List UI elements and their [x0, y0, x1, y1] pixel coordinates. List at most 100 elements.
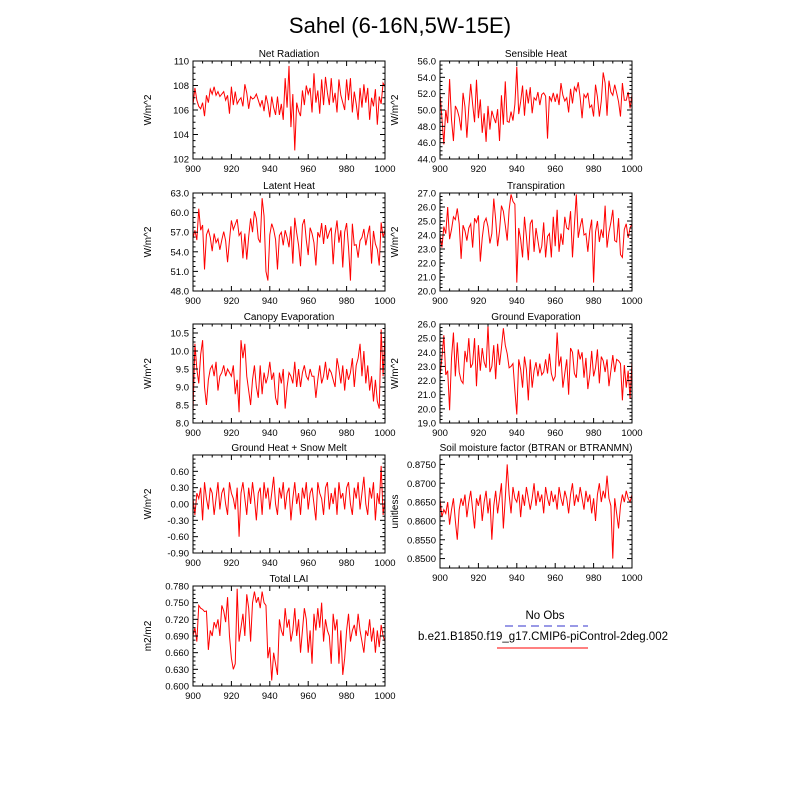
y-axis-label: W/m^2	[143, 226, 154, 257]
y-axis-label: W/m^2	[390, 358, 401, 389]
y-tick-label: 26.0	[418, 320, 437, 331]
x-tick-label: 1000	[374, 428, 395, 439]
y-tick-label: 54.0	[418, 73, 437, 84]
x-tick-label: 940	[509, 164, 525, 175]
plot-frame	[192, 454, 386, 554]
y-tick-label: 0.750	[165, 598, 189, 609]
panel-title: Transpiration	[507, 181, 565, 192]
x-tick-label: 900	[185, 691, 201, 702]
y-tick-label: 46.0	[418, 138, 437, 149]
plot-frame	[439, 454, 633, 569]
y-tick-label: 44.0	[418, 155, 437, 166]
y-tick-label: -0.30	[167, 516, 189, 527]
x-tick-label: 1000	[621, 573, 642, 584]
panel-title: Net Radiation	[259, 49, 320, 60]
y-axis-label: W/m^2	[143, 94, 154, 125]
y-tick-label: 54.0	[171, 247, 190, 258]
y-tick-label: 0.00	[171, 500, 190, 511]
y-tick-label: 48.0	[171, 287, 190, 298]
y-tick-label: 25.0	[418, 334, 437, 345]
series-line	[439, 66, 633, 145]
x-tick-label: 920	[470, 296, 486, 307]
y-tick-label: 51.0	[171, 267, 190, 278]
x-tick-label: 960	[547, 296, 563, 307]
y-tick-label: 8.0	[176, 419, 189, 430]
y-tick-label: 0.660	[165, 648, 189, 659]
y-tick-label: 25.0	[418, 217, 437, 228]
y-tick-label: 20.0	[418, 287, 437, 298]
x-tick-label: 980	[586, 296, 602, 307]
y-tick-label: 22.0	[418, 376, 437, 387]
y-tick-label: 52.0	[418, 89, 437, 100]
x-tick-label: 940	[262, 558, 278, 569]
x-tick-label: 980	[339, 558, 355, 569]
y-tick-label: 0.630	[165, 665, 189, 676]
y-tick-label: 21.0	[418, 273, 437, 284]
x-tick-label: 920	[470, 573, 486, 584]
x-tick-label: 900	[432, 164, 448, 175]
y-tick-label: 63.0	[171, 189, 190, 200]
x-tick-label: 960	[300, 296, 316, 307]
y-tick-label: 0.8550	[407, 535, 436, 546]
x-tick-label: 940	[262, 164, 278, 175]
y-tick-label: 108	[173, 81, 189, 92]
chart-panel: Canopy Evaporation 900 920 940 960 980 1000 8.0…	[143, 312, 396, 439]
panel-title: Ground Evaporation	[491, 312, 581, 323]
x-tick-label: 960	[300, 558, 316, 569]
x-tick-label: 940	[262, 428, 278, 439]
x-tick-label: 1000	[621, 164, 642, 175]
y-tick-label: 24.0	[418, 231, 437, 242]
chart-panel: Ground Evaporation 900 920 940 960 980 1000 19.…	[390, 312, 643, 439]
chart-panel: Latent Heat 900 920 940 960 980 1000 48.0 51.0 54…	[143, 181, 396, 307]
y-tick-label: 0.8750	[407, 460, 436, 471]
y-axis-label: W/m^2	[390, 94, 401, 125]
y-axis-label: W/m^2	[143, 358, 154, 389]
x-tick-label: 940	[509, 573, 525, 584]
x-tick-label: 920	[223, 164, 239, 175]
x-tick-label: 900	[185, 428, 201, 439]
x-tick-label: 960	[300, 164, 316, 175]
panel-title: Total LAI	[270, 574, 309, 585]
x-tick-label: 960	[547, 164, 563, 175]
x-tick-label: 1000	[374, 558, 395, 569]
y-tick-label: 50.0	[418, 106, 437, 117]
y-tick-label: 10.0	[171, 347, 190, 358]
y-tick-label: 9.5	[176, 365, 189, 376]
x-tick-label: 940	[509, 428, 525, 439]
chart-panel: Transpiration 900 920 940 960 980 1000 20.0 21.0…	[390, 181, 643, 307]
panel-title: Canopy Evaporation	[244, 312, 335, 323]
y-tick-label: -0.60	[167, 532, 189, 543]
chart-panel: Ground Heat + Snow Melt 900 920 940 960 980 10…	[143, 443, 396, 569]
x-tick-label: 980	[339, 691, 355, 702]
y-tick-label: 57.0	[171, 228, 190, 239]
x-tick-label: 920	[470, 164, 486, 175]
y-tick-label: 20.0	[418, 404, 437, 415]
y-tick-label: 102	[173, 155, 189, 166]
y-tick-label: 0.690	[165, 632, 189, 643]
y-tick-label: 22.0	[418, 259, 437, 270]
x-tick-label: 1000	[374, 691, 395, 702]
x-tick-label: 940	[509, 296, 525, 307]
x-tick-label: 900	[185, 558, 201, 569]
x-tick-label: 940	[262, 296, 278, 307]
plot-frame	[439, 192, 633, 292]
y-tick-label: 27.0	[418, 189, 437, 200]
y-tick-label: -0.90	[167, 549, 189, 560]
y-tick-label: 48.0	[418, 122, 437, 133]
y-tick-label: 110	[174, 57, 189, 68]
x-tick-label: 980	[339, 296, 355, 307]
y-tick-label: 10.5	[171, 329, 190, 340]
y-axis-label: m2/m2	[143, 620, 154, 651]
y-tick-label: 0.8650	[407, 498, 436, 509]
y-tick-label: 0.60	[171, 467, 190, 478]
chart-panel: Sensible Heat 900 920 940 960 980 1000 44.0 46.0…	[390, 49, 643, 175]
x-tick-label: 920	[223, 428, 239, 439]
x-tick-label: 920	[223, 691, 239, 702]
y-tick-label: 24.0	[418, 348, 437, 359]
x-tick-label: 920	[223, 296, 239, 307]
y-tick-label: 0.8700	[407, 479, 436, 490]
y-tick-label: 0.8600	[407, 516, 436, 527]
y-tick-label: 0.720	[165, 615, 189, 626]
series-line	[192, 329, 386, 413]
x-tick-label: 1000	[374, 164, 395, 175]
